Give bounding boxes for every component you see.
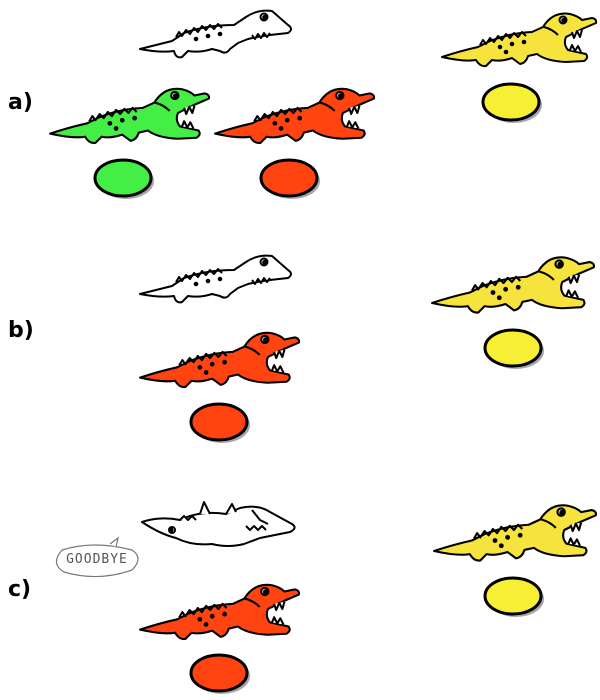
alligator-icon [141,501,296,547]
row-label-c: c) [8,577,32,602]
egg-icon [93,158,154,199]
alligator-icon [214,87,376,145]
alligator-icon [139,254,292,304]
speech-bubble-text: GOODBYE [66,552,128,567]
row-label-a: a) [8,90,33,115]
egg-icon [259,158,320,199]
alligator-icon [431,256,596,314]
alligator-icon [139,9,292,59]
alligator-icon [441,12,598,68]
egg-icon [483,576,544,617]
alligator-icon [49,87,211,145]
alligator-icon [139,331,301,389]
alligator-icon [139,583,301,641]
row-label-b: b) [8,318,34,343]
egg-icon [481,82,542,123]
egg-icon [189,402,250,443]
egg-icon [483,328,544,369]
speech-bubble-icon [55,536,139,578]
alligator-icon [433,504,598,562]
egg-icon [189,653,250,694]
